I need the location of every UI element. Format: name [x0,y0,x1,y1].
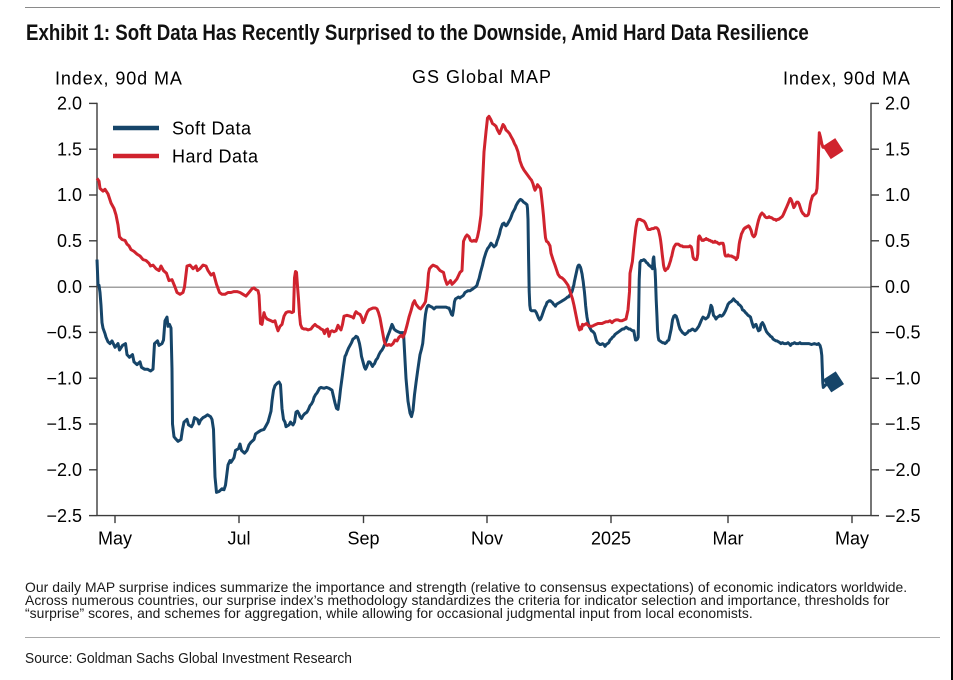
svg-text:Mar: Mar [713,529,744,549]
svg-text:Index, 90d MA: Index, 90d MA [55,69,183,89]
svg-text:0.5: 0.5 [57,231,82,251]
svg-text:Hard Data: Hard Data [172,147,259,167]
svg-text:Nov: Nov [471,529,503,549]
svg-text:GS Global MAP: GS Global MAP [412,67,552,87]
svg-text:1.5: 1.5 [885,139,910,159]
svg-text:−2.5: −2.5 [46,506,82,526]
svg-text:0.0: 0.0 [57,277,82,297]
svg-text:−1.0: −1.0 [885,368,921,388]
svg-text:−1.0: −1.0 [46,368,82,388]
svg-text:Sep: Sep [347,529,379,549]
svg-text:1.0: 1.0 [885,185,910,205]
svg-text:−0.5: −0.5 [885,323,921,343]
svg-text:−2.5: −2.5 [885,506,921,526]
svg-text:−0.5: −0.5 [46,323,82,343]
svg-text:Soft Data: Soft Data [172,119,252,139]
svg-text:2.0: 2.0 [57,94,82,114]
svg-text:2025: 2025 [591,529,631,549]
svg-text:May: May [835,529,869,549]
svg-text:−2.0: −2.0 [46,460,82,480]
svg-text:2.0: 2.0 [885,94,910,114]
svg-text:−2.0: −2.0 [885,460,921,480]
svg-text:Jul: Jul [227,529,250,549]
svg-text:−1.5: −1.5 [46,414,82,434]
svg-text:May: May [98,529,132,549]
svg-text:−1.5: −1.5 [885,414,921,434]
svg-text:1.0: 1.0 [57,185,82,205]
svg-text:0.5: 0.5 [885,231,910,251]
svg-text:0.0: 0.0 [885,277,910,297]
svg-text:1.5: 1.5 [57,139,82,159]
svg-text:Index, 90d MA: Index, 90d MA [783,69,911,89]
